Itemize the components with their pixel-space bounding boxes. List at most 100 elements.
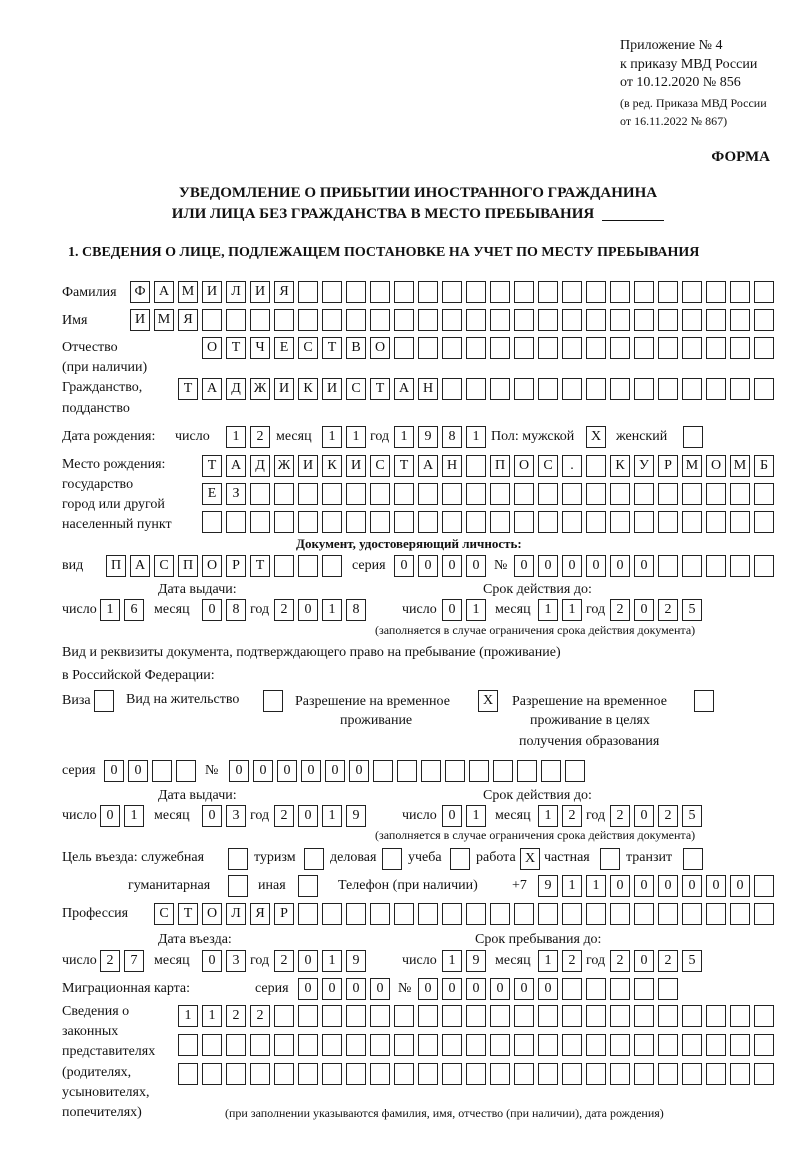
char-box[interactable] [178, 1034, 198, 1056]
char-box[interactable]: 2 [226, 1005, 246, 1027]
char-box[interactable] [562, 1034, 582, 1056]
char-box[interactable] [370, 511, 390, 533]
char-box[interactable]: Т [226, 337, 246, 359]
char-box[interactable] [490, 378, 510, 400]
char-box[interactable]: 1 [322, 426, 342, 448]
char-box[interactable] [538, 378, 558, 400]
char-box[interactable]: 0 [349, 760, 369, 782]
char-box[interactable] [346, 511, 366, 533]
purpose-humanitarian-checkbox[interactable] [228, 875, 248, 897]
char-box[interactable] [634, 511, 654, 533]
char-box[interactable] [373, 760, 393, 782]
char-box[interactable] [754, 1005, 774, 1027]
char-box[interactable] [298, 483, 318, 505]
purpose-study-checkbox[interactable] [450, 848, 470, 870]
char-box[interactable] [682, 309, 702, 331]
char-box[interactable] [538, 1063, 558, 1085]
char-box[interactable]: Л [226, 281, 246, 303]
char-box[interactable] [346, 1063, 366, 1085]
char-box[interactable] [658, 1034, 678, 1056]
char-box[interactable]: 0 [538, 555, 558, 577]
char-box[interactable] [421, 760, 441, 782]
char-box[interactable] [152, 760, 172, 782]
char-box[interactable]: 0 [418, 978, 438, 1000]
char-box[interactable]: 1 [442, 950, 462, 972]
char-box[interactable]: С [154, 903, 174, 925]
char-box[interactable] [634, 1034, 654, 1056]
char-box[interactable] [682, 1005, 702, 1027]
char-box[interactable] [442, 1034, 462, 1056]
char-box[interactable]: 1 [178, 1005, 198, 1027]
char-box[interactable] [442, 1005, 462, 1027]
char-box[interactable] [298, 511, 318, 533]
char-box[interactable] [442, 337, 462, 359]
char-box[interactable]: 1 [466, 805, 486, 827]
char-box[interactable] [730, 1005, 750, 1027]
char-box[interactable] [466, 1034, 486, 1056]
char-box[interactable]: О [370, 337, 390, 359]
char-box[interactable]: 7 [124, 950, 144, 972]
char-box[interactable]: 5 [682, 950, 702, 972]
char-box[interactable]: Д [226, 378, 246, 400]
char-box[interactable] [562, 483, 582, 505]
char-box[interactable] [658, 281, 678, 303]
char-box[interactable]: Н [418, 378, 438, 400]
char-box[interactable] [514, 1063, 534, 1085]
char-box[interactable] [706, 483, 726, 505]
char-box[interactable] [634, 337, 654, 359]
birthplace-field-line-3[interactable] [202, 511, 774, 533]
char-box[interactable]: Е [274, 337, 294, 359]
char-box[interactable]: И [346, 455, 366, 477]
char-box[interactable]: 2 [610, 950, 630, 972]
char-box[interactable] [610, 903, 630, 925]
char-box[interactable] [490, 1063, 510, 1085]
char-box[interactable]: О [202, 337, 222, 359]
char-box[interactable] [346, 309, 366, 331]
char-box[interactable] [370, 309, 390, 331]
char-box[interactable] [250, 511, 270, 533]
char-box[interactable]: 0 [202, 805, 222, 827]
char-box[interactable] [445, 760, 465, 782]
char-box[interactable] [442, 511, 462, 533]
char-box[interactable] [706, 281, 726, 303]
char-box[interactable]: В [346, 337, 366, 359]
char-box[interactable]: А [202, 378, 222, 400]
temp-education-checkbox[interactable] [694, 690, 714, 712]
char-box[interactable] [274, 483, 294, 505]
char-box[interactable]: 0 [562, 555, 582, 577]
char-box[interactable] [370, 483, 390, 505]
char-box[interactable] [394, 309, 414, 331]
char-box[interactable]: Ф [130, 281, 150, 303]
char-box[interactable]: 2 [562, 805, 582, 827]
char-box[interactable] [394, 903, 414, 925]
char-box[interactable] [466, 455, 486, 477]
char-box[interactable]: 0 [658, 875, 678, 897]
char-box[interactable] [730, 903, 750, 925]
char-box[interactable]: С [298, 337, 318, 359]
char-box[interactable] [682, 1063, 702, 1085]
char-box[interactable] [418, 511, 438, 533]
purpose-official-checkbox[interactable] [228, 848, 248, 870]
char-box[interactable] [394, 337, 414, 359]
char-box[interactable]: 1 [322, 805, 342, 827]
char-box[interactable] [490, 309, 510, 331]
char-box[interactable] [682, 1034, 702, 1056]
char-box[interactable] [562, 378, 582, 400]
char-box[interactable]: 0 [253, 760, 273, 782]
char-box[interactable] [514, 1034, 534, 1056]
char-box[interactable]: Р [658, 455, 678, 477]
char-box[interactable] [514, 309, 534, 331]
char-box[interactable]: М [730, 455, 750, 477]
char-box[interactable] [493, 760, 513, 782]
char-box[interactable] [418, 281, 438, 303]
char-box[interactable] [514, 1005, 534, 1027]
